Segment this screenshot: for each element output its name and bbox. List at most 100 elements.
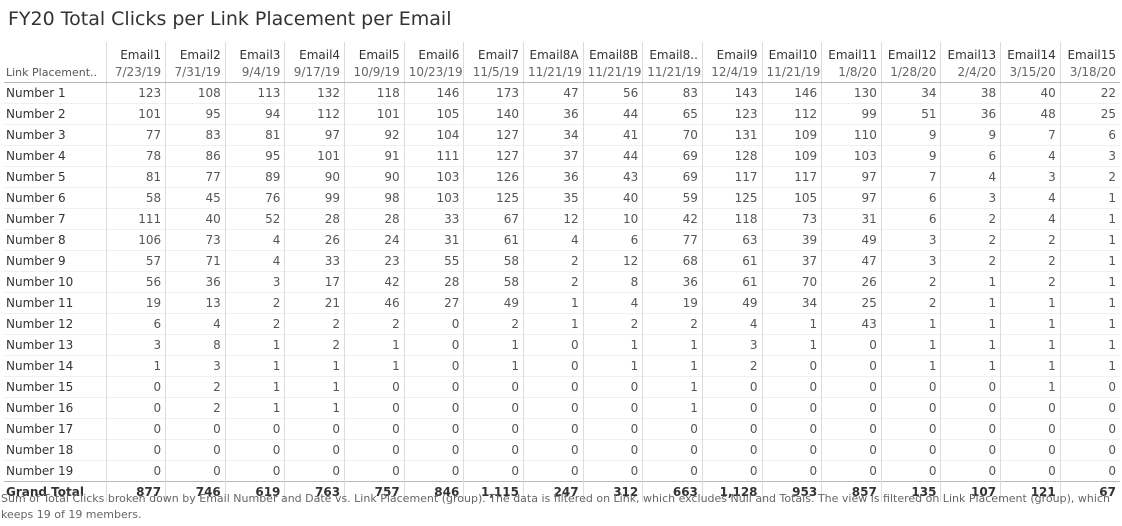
data-cell: 2 [463,313,524,335]
row-label: Number 16 [4,397,106,419]
grand-total-cell: 857 [821,481,882,502]
data-cell: 2 [880,292,941,314]
data-cell: 4 [224,250,285,272]
data-cell: 81 [105,166,166,188]
data-cell: 0 [940,460,1001,482]
data-cell: 76 [224,187,285,209]
column-header-date: 7/23/19 [105,62,166,83]
data-cell: 0 [1000,439,1061,461]
data-cell: 113 [224,82,285,104]
data-cell: 146 [761,82,822,104]
grand-total-row: Grand Total 877 746 619 763 757 846 1,115 247 312… [4,481,1120,502]
row-label: Number 8 [4,229,106,251]
column-header-email: Email6 [403,42,464,62]
data-cell: 9 [940,124,1001,146]
grand-total-cell: 135 [880,481,941,502]
table-row: Number 5 81 77 89 90 90 103 126 36 43 69 117 117 97 7 4… [4,166,1120,188]
table-row: Number 16 0 2 1 1 0 0 0 0 0 1 0 0 0 0 0 0 0 [4,397,1120,419]
data-cell: 0 [761,439,822,461]
data-cell: 3 [1059,145,1120,167]
data-cell: 1 [940,313,1001,335]
chart-title: FY20 Total Clicks per Link Placement per… [8,8,452,30]
data-cell: 47 [821,250,882,272]
row-label: Number 12 [4,313,106,335]
data-cell: 0 [880,376,941,398]
row-label: Number 7 [4,208,106,230]
data-cell: 17 [284,271,345,293]
data-cell: 103 [403,166,464,188]
data-cell: 4 [1000,208,1061,230]
table-body: Number 1 123 108 113 132 118 146 173 47 56 83 143 14… [4,82,1120,502]
data-cell: 28 [284,208,345,230]
data-cell: 0 [522,439,584,461]
data-cell: 1 [1000,313,1061,335]
grand-total-cell: 763 [284,481,345,502]
data-cell: 77 [642,229,703,251]
table-row: Number 18 0 0 0 0 0 0 0 0 0 0 0 0 0 0 0 0 0 [4,439,1120,461]
data-cell: 1 [761,313,822,335]
data-cell: 3 [880,229,941,251]
data-cell: 6 [880,208,941,230]
data-cell: 112 [761,103,822,125]
data-cell: 7 [1000,124,1061,146]
data-cell: 73 [761,208,822,230]
row-label: Number 5 [4,166,106,188]
data-cell: 0 [224,439,285,461]
table-row: Number 1 123 108 113 132 118 146 173 47 56 83 143 14… [4,82,1120,104]
column-header-email: Email1 [105,42,166,62]
data-cell: 2 [1059,166,1120,188]
data-cell: 0 [463,460,524,482]
data-cell: 131 [701,124,763,146]
row-label: Number 3 [4,124,106,146]
header-row-email: Email1 Email2 Email3 Email4 Email5 Email6 Emai… [4,42,1120,62]
data-cell: 23 [344,250,405,272]
table-row: Number 3 77 83 81 97 92 104 127 34 41 70 131 109 110 9… [4,124,1120,146]
data-cell: 26 [284,229,345,251]
data-cell: 38 [940,82,1001,104]
data-cell: 33 [284,250,345,272]
data-cell: 1 [1000,292,1061,314]
data-cell: 0 [224,460,285,482]
data-cell: 1 [224,355,285,377]
data-cell: 2 [940,229,1001,251]
data-cell: 0 [701,418,763,440]
data-cell: 1 [284,355,345,377]
data-cell: 25 [1059,103,1120,125]
table-row: Number 13 3 8 1 2 1 0 1 0 1 1 3 1 0 1 1 1 1 [4,334,1120,356]
column-header-email: Email13 [940,42,1001,62]
table-row: Number 12 6 4 2 2 2 0 2 1 2 2 4 1 43 1 1 1 1 [4,313,1120,335]
grand-total-cell: 746 [165,481,226,502]
data-cell: 1 [224,397,285,419]
data-cell: 61 [463,229,524,251]
data-cell: 0 [582,439,643,461]
data-cell: 140 [463,103,524,125]
column-header-email: Email3 [224,42,285,62]
data-cell: 8 [165,334,226,356]
data-cell: 3 [701,334,763,356]
grand-total-cell: 663 [642,481,703,502]
data-cell: 97 [821,187,882,209]
data-cell: 40 [582,187,643,209]
column-header-date: 9/4/19 [224,62,285,83]
data-cell: 0 [403,334,464,356]
data-cell: 0 [880,418,941,440]
data-cell: 9 [880,145,941,167]
table-row: Number 15 0 2 1 1 0 0 0 0 0 1 0 0 0 0 0 1 0 [4,376,1120,398]
data-cell: 4 [165,313,226,335]
data-cell: 1 [1059,334,1120,356]
data-cell: 0 [582,376,643,398]
data-cell: 101 [284,145,345,167]
data-cell: 0 [463,376,524,398]
data-cell: 132 [284,82,345,104]
data-cell: 61 [701,271,763,293]
data-cell: 0 [642,439,703,461]
data-cell: 1 [105,355,166,377]
row-label: Number 1 [6,86,66,100]
data-cell: 7 [880,166,941,188]
row-label: Number 6 [4,187,106,209]
data-cell: 69 [642,145,703,167]
column-header-email: Email10 [761,42,822,62]
data-cell: 106 [105,229,166,251]
column-header-date: 12/4/19 [701,62,763,83]
data-cell: 47 [522,82,584,104]
